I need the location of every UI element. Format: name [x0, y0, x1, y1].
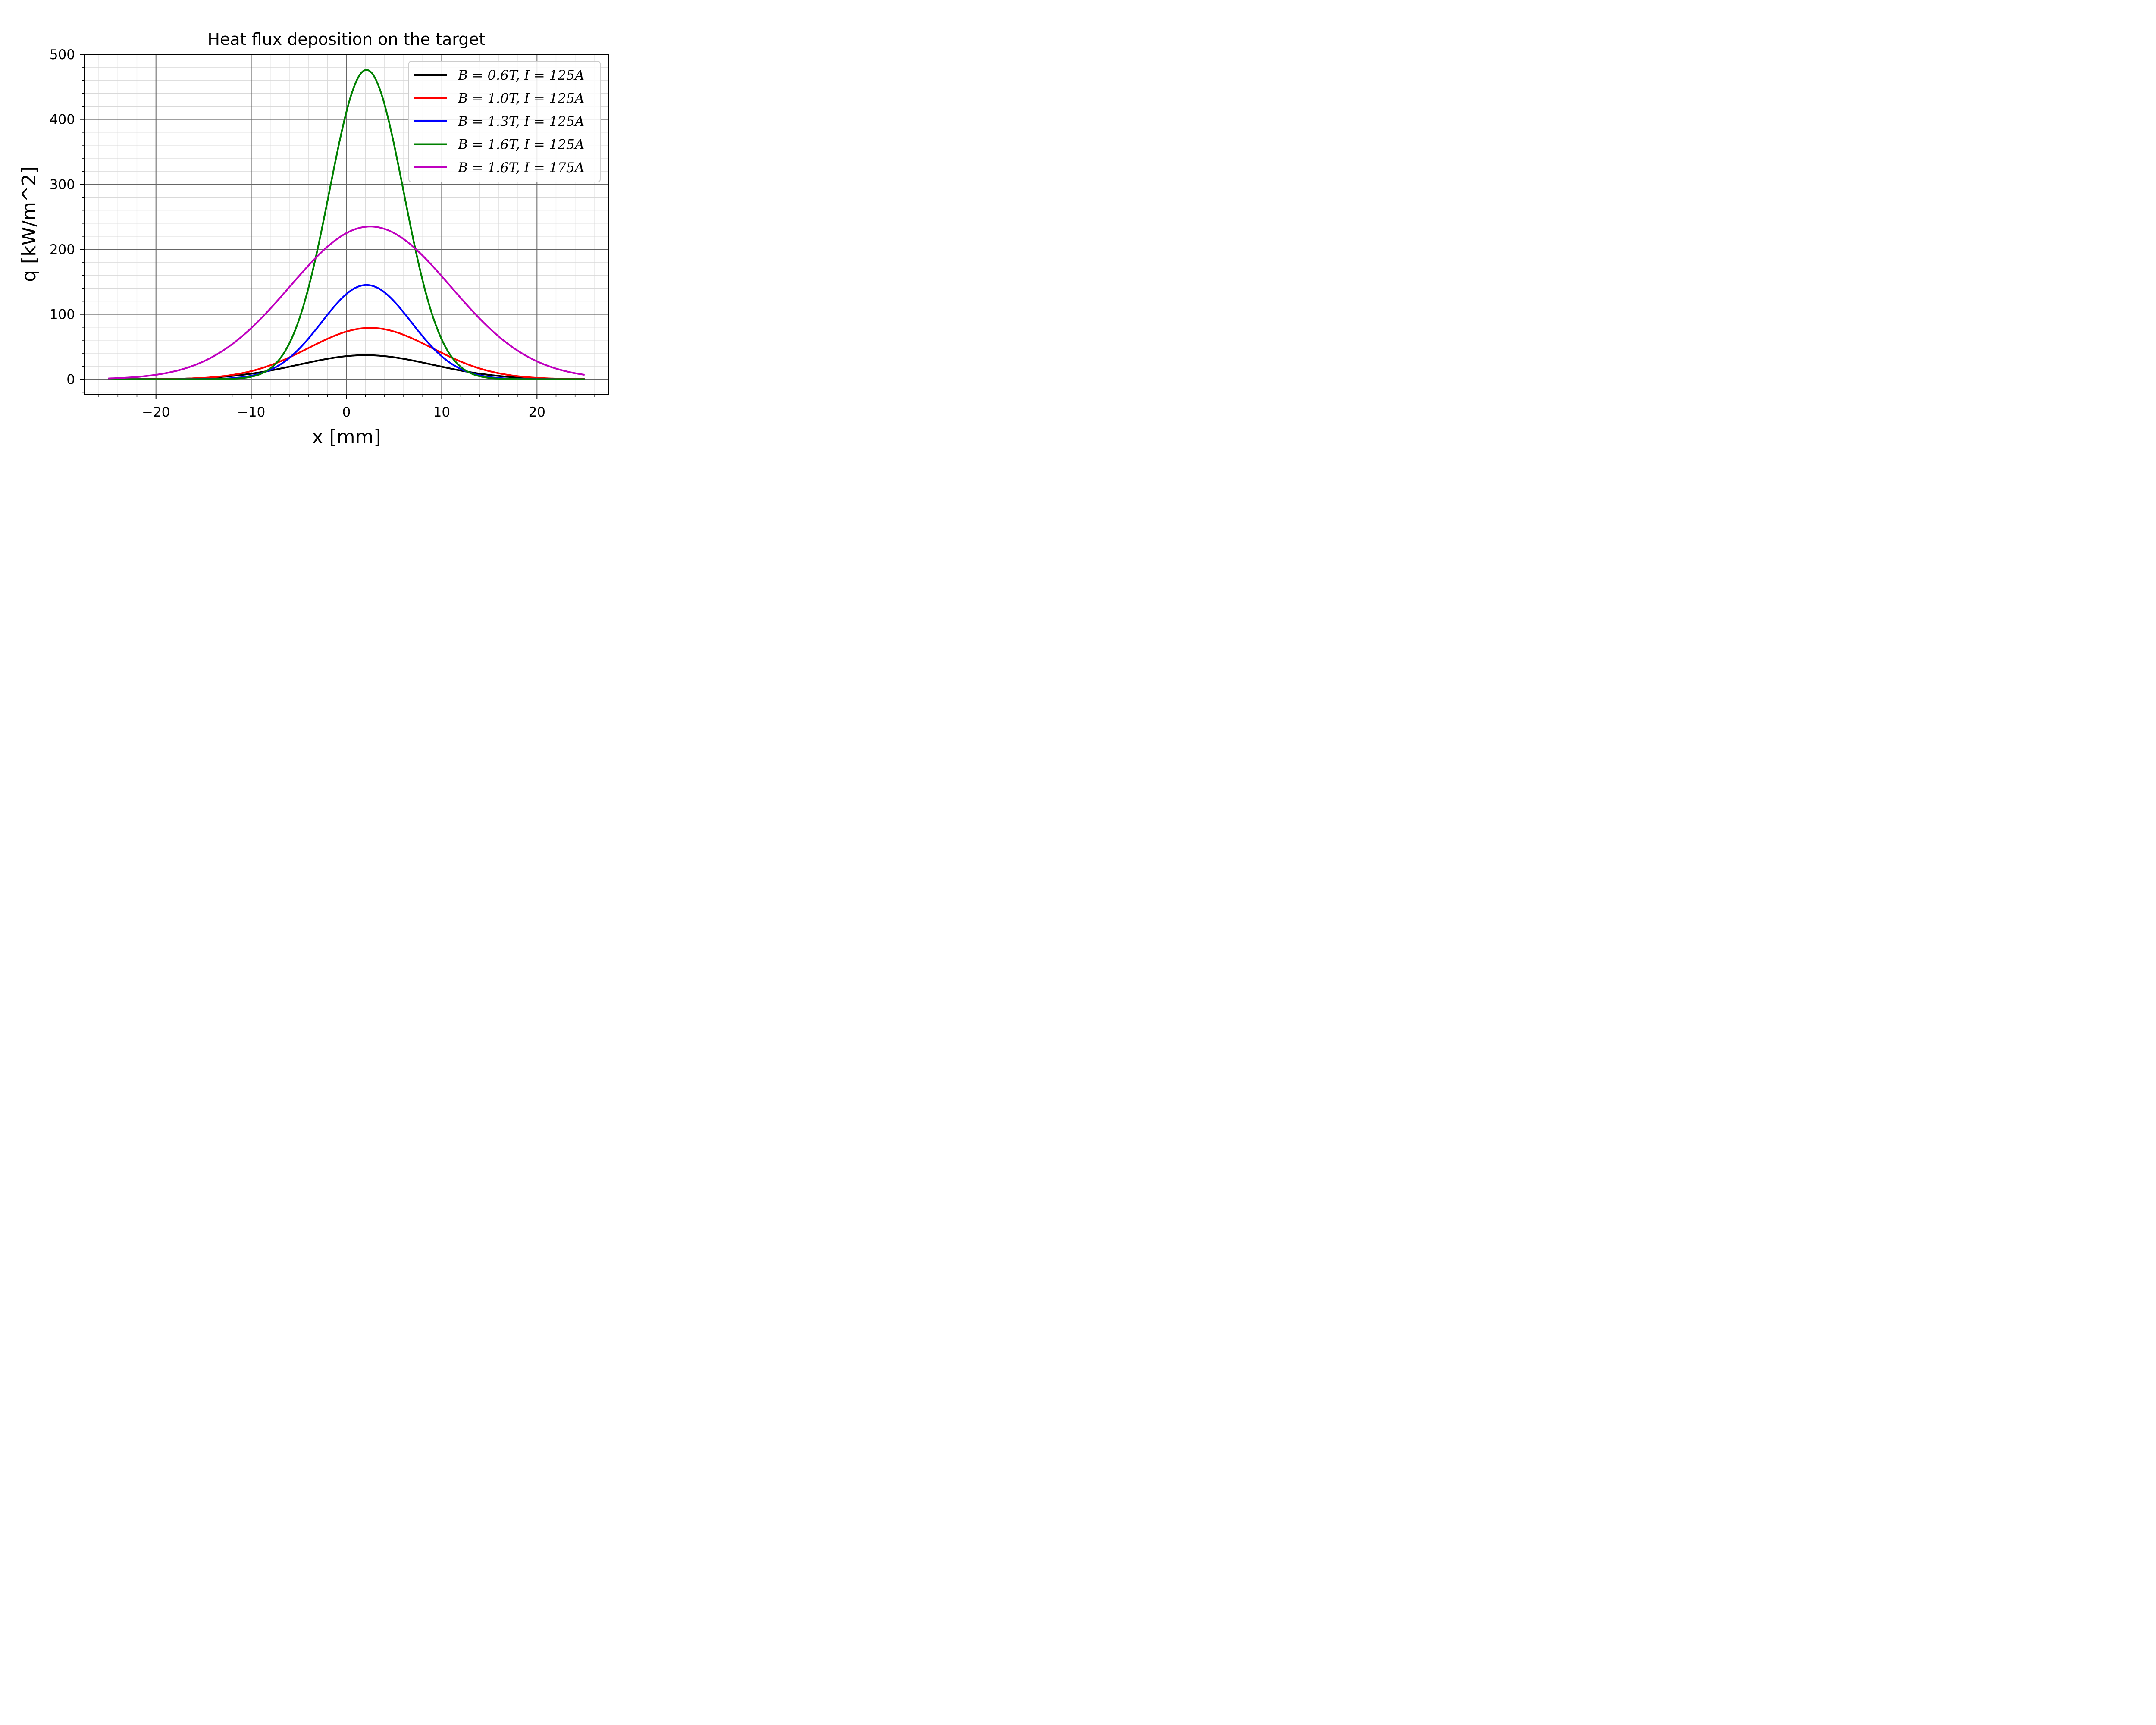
legend-entry: B = 1.3T, I = 125A — [458, 114, 584, 129]
x-tick-label: −20 — [142, 405, 170, 420]
y-tick-label: 300 — [50, 177, 75, 192]
x-axis-label: x [mm] — [312, 426, 381, 448]
chart-title: Heat flux deposition on the target — [207, 30, 485, 49]
plot-frame — [84, 54, 609, 395]
y-tick-label: 0 — [66, 372, 75, 387]
axis-ticks — [80, 54, 595, 399]
legend-entry: B = 0.6T, I = 125A — [458, 68, 584, 83]
y-axis-label: q [kW/m^2] — [18, 166, 40, 282]
y-tick-label: 500 — [50, 47, 75, 63]
series-lines — [108, 69, 585, 380]
legend: B = 0.6T, I = 125A B = 1.0T, I = 125A B = … — [408, 61, 601, 182]
x-tick-label: 10 — [433, 405, 450, 420]
legend-entry: B = 1.0T, I = 125A — [458, 91, 584, 107]
y-tick-label: 100 — [50, 307, 75, 323]
y-tick-label: 200 — [50, 242, 75, 257]
x-tick-label: −10 — [237, 405, 265, 420]
legend-entry: B = 1.6T, I = 175A — [458, 160, 584, 176]
x-tick-label: 0 — [342, 405, 351, 420]
legend-box — [408, 61, 601, 182]
legend-entry: B = 1.6T, I = 125A — [458, 137, 584, 153]
y-tick-label: 400 — [50, 112, 75, 128]
x-tick-label: 20 — [529, 405, 545, 420]
series-line — [108, 69, 585, 380]
series-line — [108, 226, 585, 380]
